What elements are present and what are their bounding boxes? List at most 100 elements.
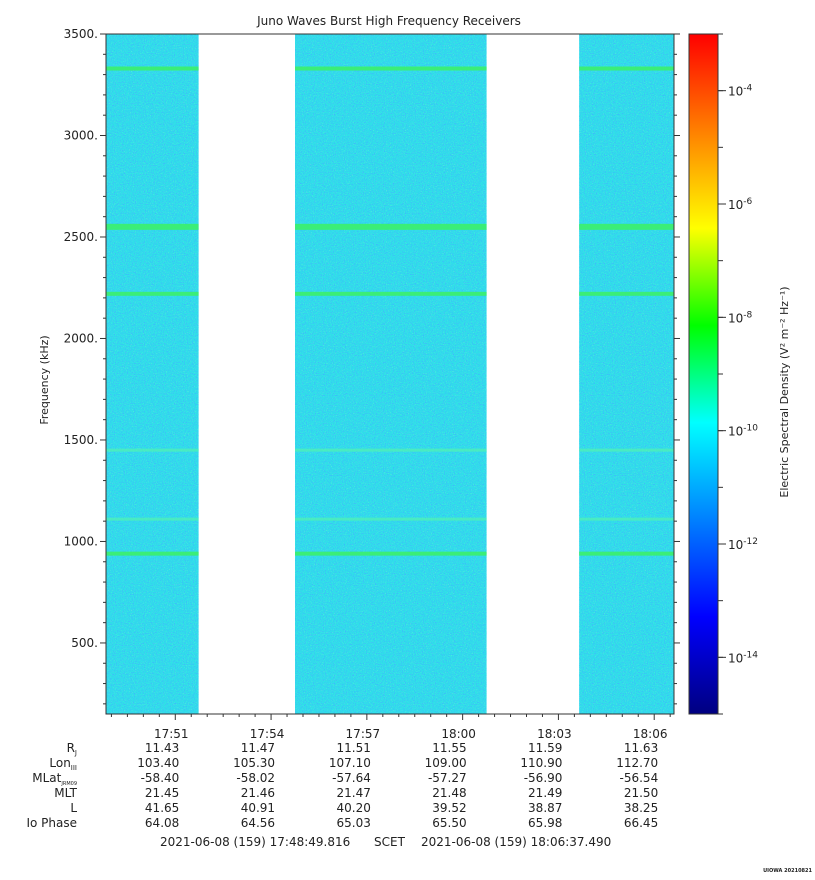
- ephemeris-value: 11.43: [145, 741, 179, 755]
- chart-title: Juno Waves Burst High Frequency Receiver…: [256, 14, 521, 28]
- x-tick-label: 17:54: [250, 727, 285, 741]
- ephemeris-table: RJ 11.43 11.47 11.51 11.55 11.59 11.63 LonIII 10…: [26, 741, 658, 830]
- ephemeris-value: 21.48: [432, 786, 466, 800]
- ephemeris-row-label: MLT: [54, 786, 77, 800]
- ephemeris-value: -58.40: [141, 771, 180, 785]
- x-tick-label: 18:03: [537, 727, 572, 741]
- ephemeris-value: -58.02: [236, 771, 275, 785]
- time-range-label: SCET: [374, 835, 406, 849]
- y-tick-label: 1500.: [64, 433, 98, 447]
- ephemeris-value: 40.91: [241, 801, 275, 815]
- spectrogram-image: [106, 34, 674, 714]
- emission-line-2550-block-1: [106, 223, 199, 230]
- x-axis: 17:51 17:54 17:57 18:00 18:03 18:06: [110, 714, 671, 741]
- ephemeris-value: 65.98: [528, 816, 562, 830]
- plot-frame: [105, 33, 675, 715]
- ephemeris-value: 109.00: [425, 756, 467, 770]
- colorbar-tick-label: 10-6: [728, 197, 753, 212]
- ephemeris-value: 11.47: [241, 741, 275, 755]
- ephemeris-value: 21.50: [624, 786, 658, 800]
- ephemeris-row-label: MLatJRM09: [32, 771, 77, 787]
- emission-line-2550-block-3: [579, 223, 674, 230]
- emission-line-3330-block-3: [579, 66, 674, 71]
- y-axis: 500. 1000. 1500. 2000. 2500. 3000. 3500.: [64, 27, 680, 705]
- colorbar-tick-label: 10-10: [728, 424, 758, 439]
- ephemeris-value: 11.51: [336, 741, 370, 755]
- ephemeris-value: 11.63: [624, 741, 658, 755]
- time-range-end: 2021-06-08 (159) 18:06:37.490: [421, 835, 611, 849]
- time-range-start: 2021-06-08 (159) 17:48:49.816: [160, 835, 350, 849]
- emission-line-940-block-3: [579, 551, 674, 556]
- y-tick-label: 3000.: [64, 128, 98, 142]
- emission-line-1450-block-3: [579, 448, 674, 452]
- ephemeris-value: 38.87: [528, 801, 562, 815]
- ephemeris-value: -57.64: [332, 771, 371, 785]
- emission-line-2220-block-3: [579, 291, 674, 296]
- ephemeris-value: 105.30: [233, 756, 275, 770]
- ephemeris-value: 39.52: [432, 801, 466, 815]
- colorbar-tick-label: 10-8: [728, 310, 753, 325]
- data-block-speckle-green: [579, 34, 674, 714]
- emission-line-1450-block-2: [295, 448, 487, 452]
- ephemeris-value: 38.25: [624, 801, 658, 815]
- ephemeris-value: 21.47: [336, 786, 370, 800]
- ephemeris-value: 64.56: [241, 816, 275, 830]
- ephemeris-row-label: Io Phase: [26, 816, 77, 830]
- ephemeris-value: -56.90: [524, 771, 563, 785]
- y-tick-label: 2000.: [64, 331, 98, 345]
- data-block-1: [106, 34, 199, 714]
- x-tick-label: 17:51: [154, 727, 189, 741]
- ephemeris-value: -57.27: [428, 771, 467, 785]
- emission-line-1110-block-3: [579, 517, 674, 521]
- colorbar-tick-label: 10-14: [728, 650, 758, 665]
- y-axis-label: Frequency (kHz): [38, 335, 51, 424]
- emission-line-1110-block-2: [295, 517, 487, 521]
- data-block-speckle-green: [106, 34, 199, 714]
- emission-line-940-block-1: [106, 551, 199, 556]
- y-tick-label: 1000.: [64, 534, 98, 548]
- colorbar: 10-14 10-12 10-10 10-8 10-6 10-4: [688, 33, 758, 715]
- ephemeris-value: -56.54: [620, 771, 659, 785]
- colorbar-tick-label: 10-4: [728, 84, 753, 99]
- ephemeris-row-label: RJ: [67, 741, 77, 757]
- emission-line-2550-block-2: [295, 223, 487, 230]
- credit-label: UIOWA 20210821: [763, 868, 812, 874]
- ephemeris-value: 112.70: [616, 756, 658, 770]
- ephemeris-value: 103.40: [137, 756, 179, 770]
- emission-line-3330-block-1: [106, 66, 199, 71]
- y-tick-label: 500.: [71, 636, 98, 650]
- ephemeris-value: 107.10: [329, 756, 371, 770]
- x-tick-label: 18:06: [633, 727, 668, 741]
- ephemeris-value: 65.03: [336, 816, 370, 830]
- ephemeris-value: 21.49: [528, 786, 562, 800]
- data-block-3: [579, 34, 674, 714]
- data-block-2: [295, 34, 487, 714]
- emission-line-1450-block-1: [106, 448, 199, 452]
- emission-line-2220-block-1: [106, 291, 199, 296]
- emission-line-3330-block-2: [295, 66, 487, 71]
- ephemeris-value: 11.55: [432, 741, 466, 755]
- y-tick-label: 2500.: [64, 230, 98, 244]
- emission-line-1110-block-1: [106, 517, 199, 521]
- y-tick-label: 3500.: [64, 27, 98, 41]
- x-tick-label: 17:57: [346, 727, 381, 741]
- ephemeris-row-label: L: [70, 801, 77, 815]
- data-block-speckle-green: [295, 34, 487, 714]
- emission-line-940-block-2: [295, 551, 487, 556]
- colorbar-label: Electric Spectral Density (V² m⁻² Hz⁻¹): [778, 286, 791, 497]
- x-tick-label: 18:00: [441, 727, 476, 741]
- ephemeris-value: 21.46: [241, 786, 275, 800]
- ephemeris-row-label: LonIII: [49, 756, 77, 772]
- ephemeris-value: 21.45: [145, 786, 179, 800]
- ephemeris-value: 41.65: [145, 801, 179, 815]
- emission-lines: [106, 66, 674, 556]
- ephemeris-value: 65.50: [432, 816, 466, 830]
- ephemeris-value: 11.59: [528, 741, 562, 755]
- ephemeris-value: 110.90: [520, 756, 562, 770]
- ephemeris-value: 40.20: [336, 801, 370, 815]
- ephemeris-value: 66.45: [624, 816, 658, 830]
- colorbar-scale: [688, 33, 719, 715]
- ephemeris-value: 64.08: [145, 816, 179, 830]
- emission-line-2220-block-2: [295, 291, 487, 296]
